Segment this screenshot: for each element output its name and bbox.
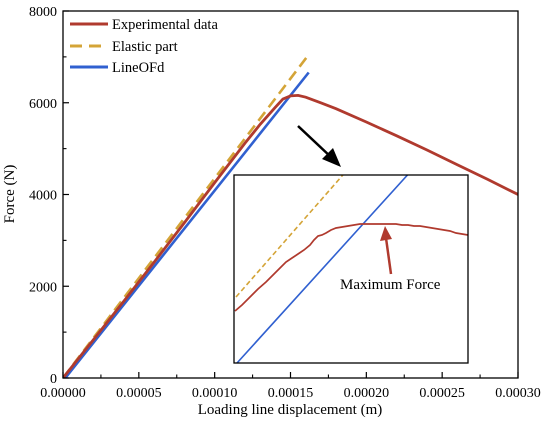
x-tick-label: 0.00030 xyxy=(495,386,541,401)
y-tick-label: 0 xyxy=(50,372,57,387)
ticks-layer: 0.00000 0.00005 0.00010 0.00015 0.00020 0.000… xyxy=(29,5,541,401)
x-tick-label: 0.00000 xyxy=(40,386,86,401)
legend: Experimental data Elastic part LineOFd xyxy=(70,17,218,76)
y-tick-label: 2000 xyxy=(29,280,57,295)
x-tick-label: 0.00020 xyxy=(344,386,390,401)
series-line-lineofd xyxy=(64,71,310,378)
x-tick-label: 0.00010 xyxy=(192,386,238,401)
zoom-arrow xyxy=(297,125,341,167)
series-layer xyxy=(63,53,518,378)
series-line-experimental-data xyxy=(63,93,518,378)
maximum-force-arrow xyxy=(380,226,393,275)
y-axis-title: Force (N) xyxy=(2,165,18,224)
inset-elastic-line xyxy=(235,175,344,298)
inset-lineofd-line xyxy=(236,175,409,363)
legend-label-lineofd: LineOFd xyxy=(112,60,165,76)
legend-label-elastic: Elastic part xyxy=(112,39,178,55)
y-tick-label: 8000 xyxy=(29,5,57,20)
x-tick-label: 0.00005 xyxy=(116,386,162,401)
legend-label-experimental: Experimental data xyxy=(112,17,218,33)
x-axis-title: Loading line displacement (m) xyxy=(198,402,383,418)
y-tick-label: 4000 xyxy=(29,189,57,204)
y-tick-label: 6000 xyxy=(29,97,57,112)
inset-annotation: Maximum Force xyxy=(340,277,441,293)
inset-background xyxy=(234,175,468,363)
inset-experimental-line xyxy=(234,223,468,312)
x-tick-label: 0.00025 xyxy=(419,386,465,401)
x-tick-label: 0.00015 xyxy=(268,386,314,401)
inset-zoom-panel: Maximum Force xyxy=(233,174,469,364)
inset-frame xyxy=(233,174,469,364)
